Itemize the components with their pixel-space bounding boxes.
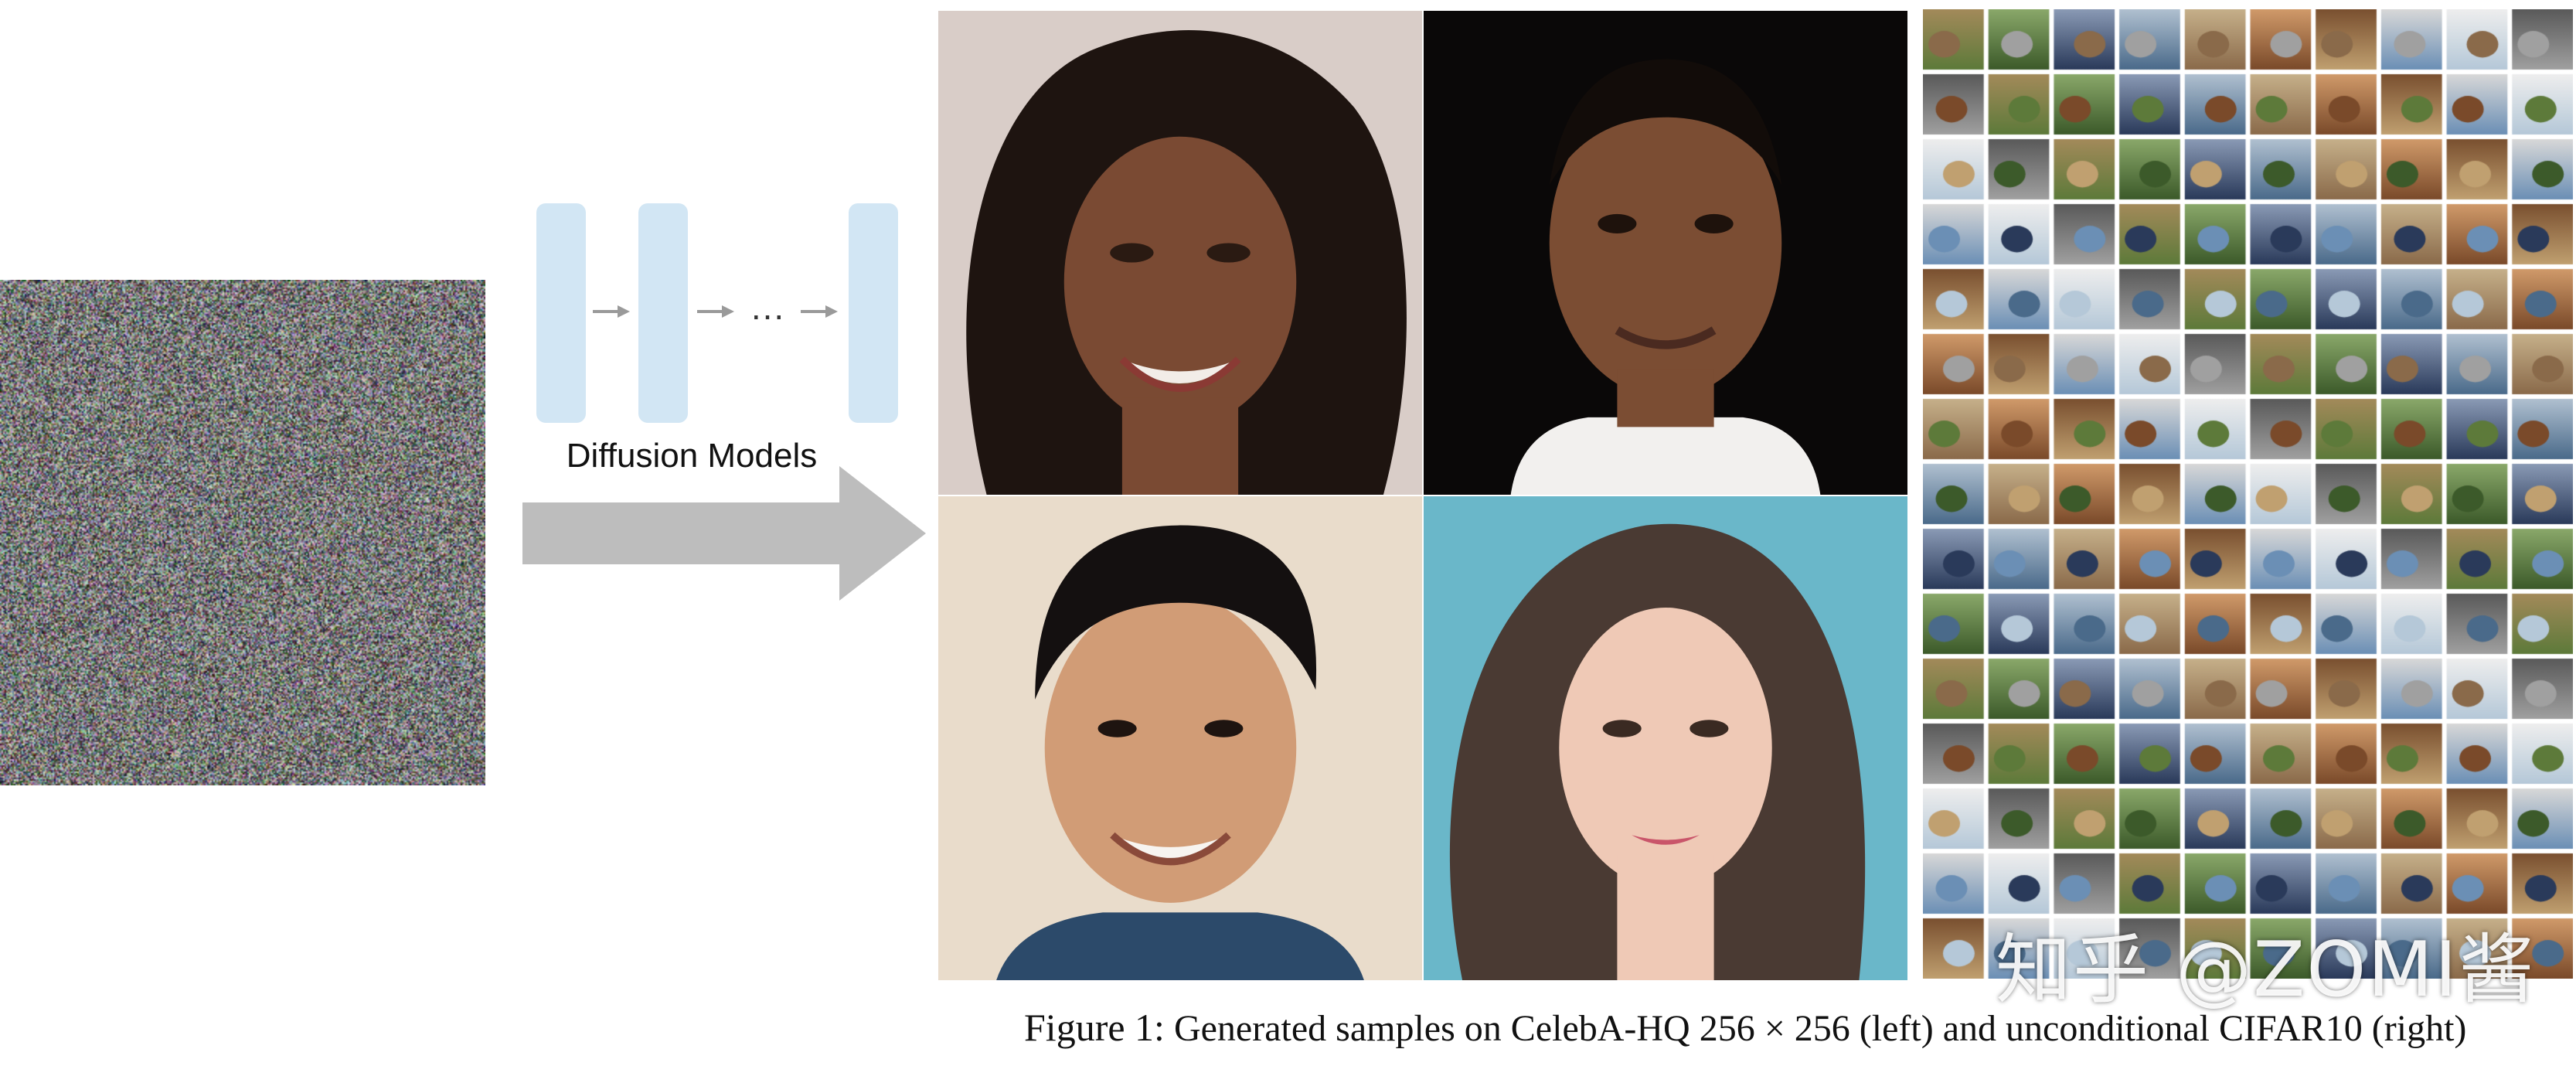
celeba-sample-4 xyxy=(1424,496,1907,980)
step-arrow-icon xyxy=(696,303,736,320)
caption-text: Generated samples on CelebA-HQ 256 × 256… xyxy=(1174,1008,2466,1049)
noise-image xyxy=(0,280,485,785)
zhihu-watermark: 知乎 @ZOMI酱 xyxy=(1996,908,2536,1018)
big-arrow-icon xyxy=(522,466,926,601)
steps-ellipsis: ... xyxy=(745,286,791,328)
celeba-sample-3 xyxy=(938,496,1422,980)
step-bar xyxy=(536,203,586,423)
step-arrow-icon xyxy=(799,303,839,320)
celeba-sample-1 xyxy=(938,11,1422,495)
cifar10-grid xyxy=(1923,9,2573,979)
figure-caption: Figure 1: Generated samples on CelebA-HQ… xyxy=(1024,1005,2539,1050)
step-bar xyxy=(849,203,898,423)
celeba-sample-2 xyxy=(1424,11,1907,495)
caption-figure-label: Figure 1: xyxy=(1024,1006,1165,1049)
step-arrow-icon xyxy=(591,303,631,320)
step-bar xyxy=(638,203,688,423)
